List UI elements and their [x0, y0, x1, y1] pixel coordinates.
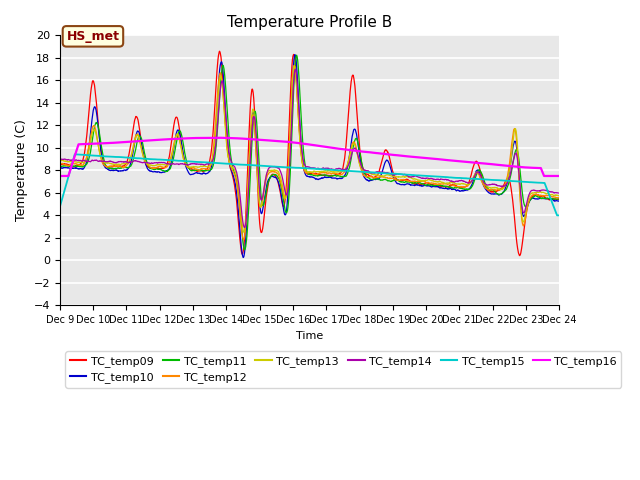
TC_temp13	[56, 158, 63, 164]
TC_temp10	[56, 165, 63, 171]
TC_temp16	[210, 135, 218, 141]
TC_temp15	[553, 213, 561, 218]
TC_temp10	[300, 162, 307, 168]
TC_temp13	[450, 180, 458, 186]
TC_temp12	[286, 133, 294, 139]
TC_temp12	[81, 158, 89, 164]
TC_temp11	[541, 195, 549, 201]
TC_temp09	[449, 182, 457, 188]
TC_temp09	[556, 196, 563, 202]
TC_temp13	[556, 192, 563, 198]
TC_temp11	[450, 185, 458, 191]
TC_temp14	[56, 156, 63, 162]
TC_temp11	[541, 195, 549, 201]
TC_temp12	[450, 182, 458, 188]
TC_temp09	[541, 194, 549, 200]
TC_temp14	[81, 158, 89, 164]
Line: TC_temp13: TC_temp13	[60, 66, 559, 232]
TC_temp11	[300, 145, 307, 151]
TC_temp13	[286, 145, 294, 151]
TC_temp15	[82, 152, 90, 158]
TC_temp16	[81, 141, 89, 147]
TC_temp15	[286, 165, 294, 170]
TC_temp16	[556, 173, 563, 179]
TC_temp09	[516, 253, 524, 259]
Line: TC_temp16: TC_temp16	[60, 138, 559, 176]
TC_temp13	[240, 229, 248, 235]
TC_temp11	[286, 181, 294, 187]
TC_temp14	[286, 163, 294, 168]
TC_temp12	[556, 195, 563, 201]
TC_temp10	[239, 254, 247, 260]
TC_temp14	[556, 190, 563, 196]
TC_temp12	[541, 193, 549, 199]
TC_temp16	[541, 173, 549, 179]
TC_temp09	[299, 163, 307, 168]
TC_temp16	[56, 173, 63, 179]
Line: TC_temp14: TC_temp14	[60, 69, 559, 228]
Line: TC_temp12: TC_temp12	[60, 65, 559, 240]
Legend: TC_temp09, TC_temp10, TC_temp11, TC_temp12, TC_temp13, TC_temp14, TC_temp15, TC_: TC_temp09, TC_temp10, TC_temp11, TC_temp…	[65, 351, 621, 388]
TC_temp14	[450, 179, 458, 184]
TC_temp10	[81, 163, 89, 168]
TC_temp12	[56, 161, 63, 167]
Line: TC_temp11: TC_temp11	[60, 55, 559, 250]
TC_temp10	[291, 52, 299, 58]
TC_temp10	[556, 198, 563, 204]
TC_temp12	[291, 62, 298, 68]
TC_temp14	[541, 187, 549, 193]
TC_temp09	[56, 162, 63, 168]
TC_temp13	[541, 190, 549, 196]
TC_temp16	[286, 139, 294, 145]
TC_temp16	[449, 158, 457, 164]
Text: HS_met: HS_met	[67, 30, 120, 43]
TC_temp13	[291, 63, 298, 69]
TC_temp10	[450, 186, 458, 192]
Y-axis label: Temperature (C): Temperature (C)	[15, 120, 28, 221]
TC_temp09	[216, 48, 223, 54]
TC_temp16	[299, 141, 307, 146]
TC_temp10	[286, 152, 294, 158]
TC_temp12	[541, 193, 549, 199]
TC_temp09	[81, 145, 89, 151]
Title: Temperature Profile B: Temperature Profile B	[227, 15, 392, 30]
Line: TC_temp10: TC_temp10	[60, 55, 559, 257]
TC_temp10	[541, 196, 549, 202]
TC_temp14	[541, 187, 549, 193]
TC_temp15	[541, 180, 548, 186]
TC_temp11	[293, 52, 301, 58]
TC_temp11	[241, 247, 248, 252]
TC_temp12	[300, 165, 307, 170]
TC_temp12	[240, 237, 248, 243]
X-axis label: Time: Time	[296, 331, 323, 341]
TC_temp10	[541, 196, 549, 202]
TC_temp15	[71, 151, 79, 157]
TC_temp13	[300, 164, 307, 169]
TC_temp11	[56, 163, 63, 169]
Line: TC_temp15: TC_temp15	[60, 154, 559, 216]
TC_temp13	[81, 158, 89, 164]
TC_temp16	[541, 173, 548, 179]
TC_temp14	[300, 157, 307, 163]
TC_temp13	[541, 190, 549, 196]
TC_temp14	[241, 225, 248, 230]
TC_temp15	[556, 213, 563, 218]
TC_temp15	[449, 175, 457, 180]
TC_temp09	[286, 110, 294, 116]
TC_temp11	[556, 196, 563, 202]
TC_temp15	[56, 204, 63, 210]
Line: TC_temp09: TC_temp09	[60, 51, 559, 256]
TC_temp09	[541, 195, 549, 201]
TC_temp14	[292, 66, 300, 72]
TC_temp11	[81, 163, 89, 168]
TC_temp15	[299, 165, 307, 171]
TC_temp15	[541, 181, 549, 187]
